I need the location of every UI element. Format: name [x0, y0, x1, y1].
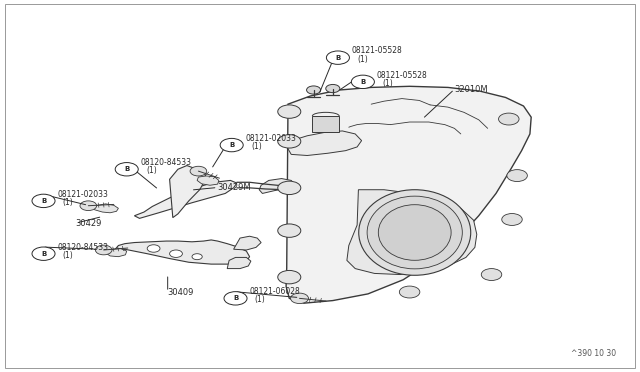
Text: B: B: [41, 198, 46, 204]
Circle shape: [192, 254, 202, 260]
Text: 08121-06028: 08121-06028: [250, 287, 300, 296]
Circle shape: [351, 75, 374, 89]
Text: B: B: [124, 166, 129, 172]
Polygon shape: [170, 166, 206, 218]
Circle shape: [326, 51, 349, 64]
Circle shape: [291, 293, 308, 304]
Polygon shape: [288, 131, 362, 155]
Ellipse shape: [359, 190, 471, 275]
Polygon shape: [197, 176, 219, 185]
Text: 08120-84533: 08120-84533: [58, 243, 109, 251]
Circle shape: [278, 270, 301, 284]
Ellipse shape: [378, 205, 451, 260]
Circle shape: [80, 201, 97, 211]
Circle shape: [190, 166, 207, 176]
Text: B: B: [335, 55, 340, 61]
Polygon shape: [115, 240, 250, 264]
Text: 30429M: 30429M: [218, 183, 252, 192]
Text: 08121-05528: 08121-05528: [352, 46, 403, 55]
Circle shape: [95, 245, 112, 255]
Circle shape: [507, 170, 527, 182]
Polygon shape: [106, 248, 127, 257]
Text: B: B: [360, 79, 365, 85]
Text: (1): (1): [382, 79, 393, 88]
Polygon shape: [93, 204, 118, 213]
Circle shape: [224, 292, 247, 305]
Text: B: B: [233, 295, 238, 301]
Text: B: B: [41, 251, 46, 257]
Circle shape: [147, 245, 160, 252]
Circle shape: [115, 163, 138, 176]
Polygon shape: [134, 180, 237, 218]
Text: (1): (1): [251, 142, 262, 151]
Circle shape: [481, 269, 502, 280]
Circle shape: [278, 181, 301, 195]
Circle shape: [278, 224, 301, 237]
Ellipse shape: [367, 196, 462, 269]
Text: 08121-05528: 08121-05528: [377, 71, 428, 80]
Text: (1): (1): [146, 166, 157, 175]
Text: 08121-02033: 08121-02033: [58, 190, 108, 199]
Circle shape: [278, 105, 301, 118]
Text: ^390 10 30: ^390 10 30: [570, 349, 616, 358]
Polygon shape: [312, 116, 339, 132]
Text: B: B: [229, 142, 234, 148]
Text: 08120-84533: 08120-84533: [141, 158, 192, 167]
Circle shape: [399, 286, 420, 298]
Text: 32010M: 32010M: [454, 85, 488, 94]
Text: (1): (1): [63, 251, 74, 260]
Polygon shape: [286, 86, 531, 303]
Polygon shape: [227, 257, 251, 269]
Polygon shape: [234, 236, 261, 250]
Text: 08121-02033: 08121-02033: [246, 134, 296, 143]
Circle shape: [278, 135, 301, 148]
Circle shape: [32, 194, 55, 208]
Polygon shape: [259, 179, 294, 193]
Circle shape: [326, 84, 340, 93]
Text: (1): (1): [63, 198, 74, 207]
Circle shape: [170, 250, 182, 257]
Text: 30409: 30409: [168, 288, 194, 296]
Text: 30429: 30429: [76, 219, 102, 228]
Circle shape: [32, 247, 55, 260]
Circle shape: [307, 86, 321, 94]
Circle shape: [502, 214, 522, 225]
Circle shape: [220, 138, 243, 152]
Polygon shape: [347, 190, 477, 275]
Circle shape: [499, 113, 519, 125]
Text: (1): (1): [357, 55, 368, 64]
Text: (1): (1): [255, 295, 266, 304]
